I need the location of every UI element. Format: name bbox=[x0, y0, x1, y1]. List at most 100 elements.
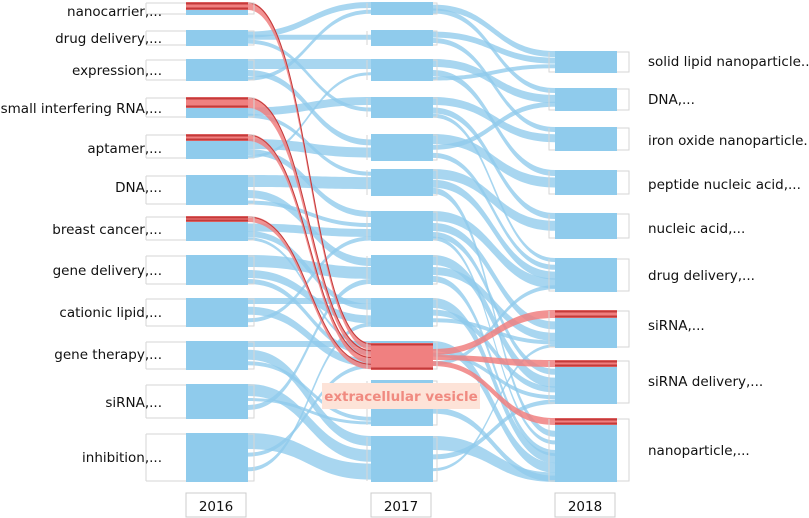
year-box-2016 bbox=[185, 492, 247, 518]
flow-link-1-2-28 bbox=[433, 285, 555, 366]
node-2018-sirna-delivery bbox=[555, 360, 617, 404]
node-2016-sirna bbox=[186, 384, 248, 419]
node-layer bbox=[186, 2, 617, 482]
node-2017-node-5 bbox=[371, 169, 433, 196]
node-label-2018-nanoparticle: nanoparticle,... bbox=[648, 443, 750, 459]
flow-link-0-1-20 bbox=[248, 298, 371, 304]
flow-layer bbox=[248, 2, 555, 482]
flow-link-1-2-6 bbox=[433, 64, 555, 81]
node-2016-dna bbox=[186, 175, 248, 205]
flow-link-0-1-30 bbox=[248, 364, 371, 457]
highlight-segment-2016-breast-cancer bbox=[186, 216, 248, 222]
node-label-2016-cationic-lipid: cationic lipid,... bbox=[59, 305, 162, 321]
flow-link-1-2-7 bbox=[433, 97, 555, 143]
flow-link-1-2-3 bbox=[433, 38, 555, 132]
node-label-2018-sirna: siRNA,... bbox=[648, 318, 705, 334]
node-2017-node-3 bbox=[371, 97, 433, 118]
node-2017-node-0 bbox=[371, 2, 433, 15]
highlight-segment-2016-aptamer bbox=[186, 134, 248, 141]
bracket-0-expression bbox=[145, 59, 255, 81]
node-2018-peptide-nucleic-acid bbox=[555, 170, 617, 195]
bracket-1-node-6-6 bbox=[366, 211, 438, 241]
highlight-segment-2016-small-interfering-rna bbox=[186, 97, 248, 108]
bracket-0-inhibition bbox=[145, 433, 255, 482]
flow-link-0-1-10 bbox=[248, 72, 371, 159]
flow-link-0-1-18 bbox=[248, 270, 371, 324]
bracket-1-node-7-7 bbox=[366, 255, 438, 285]
bracket-0-gene-delivery bbox=[145, 255, 255, 285]
flow-link-1-2-2 bbox=[433, 31, 555, 64]
flow-link-1-2-32 bbox=[433, 407, 555, 482]
node-label-2018-peptide-nucleic-acid: peptide nucleic acid,... bbox=[648, 177, 801, 193]
highlight-flow-in-edge-3 bbox=[247, 216, 372, 365]
node-label-2016-aptamer: aptamer,... bbox=[87, 141, 162, 157]
flow-link-0-1-22 bbox=[248, 236, 371, 323]
flow-link-1-2-15 bbox=[433, 187, 555, 437]
bracket-0-small-interfering-rna bbox=[145, 97, 255, 118]
year-label-2017: 2017 bbox=[384, 499, 418, 515]
flow-link-0-1-31 bbox=[248, 322, 371, 472]
flow-link-1-2-31 bbox=[433, 344, 555, 472]
node-label-2018-nucleic-acid: nucleic acid,... bbox=[648, 221, 745, 237]
node-2017-node-4 bbox=[371, 134, 433, 161]
node-2016-inhibition bbox=[186, 433, 248, 482]
highlight-flow-in-edge-0 bbox=[247, 2, 372, 345]
flow-link-1-2-17 bbox=[433, 223, 555, 330]
flow-link-0-1-1 bbox=[248, 34, 371, 40]
bracket-2-nanoparticle bbox=[548, 418, 630, 482]
year-label-2016: 2016 bbox=[199, 499, 233, 515]
node-label-2016-nanocarrier: nanocarrier,... bbox=[67, 4, 162, 20]
node-label-2018-iron-oxide-nanoparticle: iron oxide nanoparticle.. bbox=[648, 133, 809, 149]
node-2016-gene-therapy bbox=[186, 341, 248, 370]
node-label-2016-expression: expression,... bbox=[72, 63, 162, 79]
flow-link-1-2-23 bbox=[433, 298, 555, 464]
bracket-1-node-2-2 bbox=[366, 59, 438, 81]
bracket-layer bbox=[145, 2, 630, 482]
flow-link-1-2-20 bbox=[433, 255, 555, 388]
bracket-0-sirna bbox=[145, 384, 255, 419]
node-label-2016-gene-delivery: gene delivery,... bbox=[53, 263, 162, 279]
node-label-2018-drug-delivery: drug delivery,... bbox=[648, 268, 755, 284]
bracket-2-drug-delivery bbox=[548, 258, 630, 292]
year-box-2017 bbox=[370, 492, 432, 518]
highlight-flow-in-edge-1 bbox=[247, 97, 372, 352]
node-2016-cationic-lipid bbox=[186, 298, 248, 327]
bracket-2-sirna-delivery bbox=[548, 360, 630, 404]
bracket-2-solid-lipid-nanoparticle bbox=[548, 51, 630, 73]
node-label-2016-dna: DNA,... bbox=[115, 180, 162, 196]
highlight-segment-2018-sirna-delivery bbox=[555, 360, 617, 367]
bracket-1-node-3-3 bbox=[366, 97, 438, 118]
node-label-2016-inhibition: inhibition,... bbox=[82, 450, 162, 466]
flow-link-0-1-11 bbox=[248, 175, 371, 190]
flow-link-0-1-28 bbox=[248, 279, 371, 410]
node-2017-node-7 bbox=[371, 255, 433, 285]
node-2018-nanoparticle bbox=[555, 418, 617, 482]
node-label-2018-dna: DNA,... bbox=[648, 92, 695, 108]
flow-link-0-1-13 bbox=[248, 200, 371, 227]
node-2018-iron-oxide-nanoparticle bbox=[555, 127, 617, 151]
label-layer: nanocarrier,... drug delivery,... expres… bbox=[1, 4, 809, 518]
node-2017-node-2 bbox=[371, 59, 433, 81]
highlight-segment-2017-extracellular-vesicle bbox=[371, 343, 433, 370]
flow-link-0-1-17 bbox=[248, 255, 371, 279]
flow-link-0-1-3 bbox=[248, 59, 371, 69]
node-2018-solid-lipid-nanoparticle bbox=[555, 51, 617, 73]
bracket-1-node-5-5 bbox=[366, 169, 438, 196]
flow-link-1-2-13 bbox=[433, 169, 555, 231]
node-label-2016-small-interfering-rna: small interfering RNA,... bbox=[1, 101, 162, 117]
flow-link-0-1-21 bbox=[248, 306, 371, 367]
year-label-2018: 2018 bbox=[568, 499, 602, 515]
bracket-2-sirna bbox=[548, 310, 630, 348]
node-2017-node-8 bbox=[371, 298, 433, 327]
bracket-1-node-11-11 bbox=[366, 436, 438, 482]
node-2017-node-6 bbox=[371, 211, 433, 241]
bracket-1-node-8-8 bbox=[366, 298, 438, 327]
bracket-2-dna bbox=[548, 88, 630, 111]
node-label-2018-solid-lipid-nanoparticle: solid lipid nanoparticle.. bbox=[648, 54, 809, 70]
highlight-label-background bbox=[322, 383, 480, 409]
flow-link-1-2-14 bbox=[433, 179, 555, 280]
flow-link-1-2-30 bbox=[433, 399, 555, 460]
node-2017-node-1 bbox=[371, 30, 433, 46]
bracket-2-iron-oxide-nanoparticle bbox=[548, 127, 630, 151]
